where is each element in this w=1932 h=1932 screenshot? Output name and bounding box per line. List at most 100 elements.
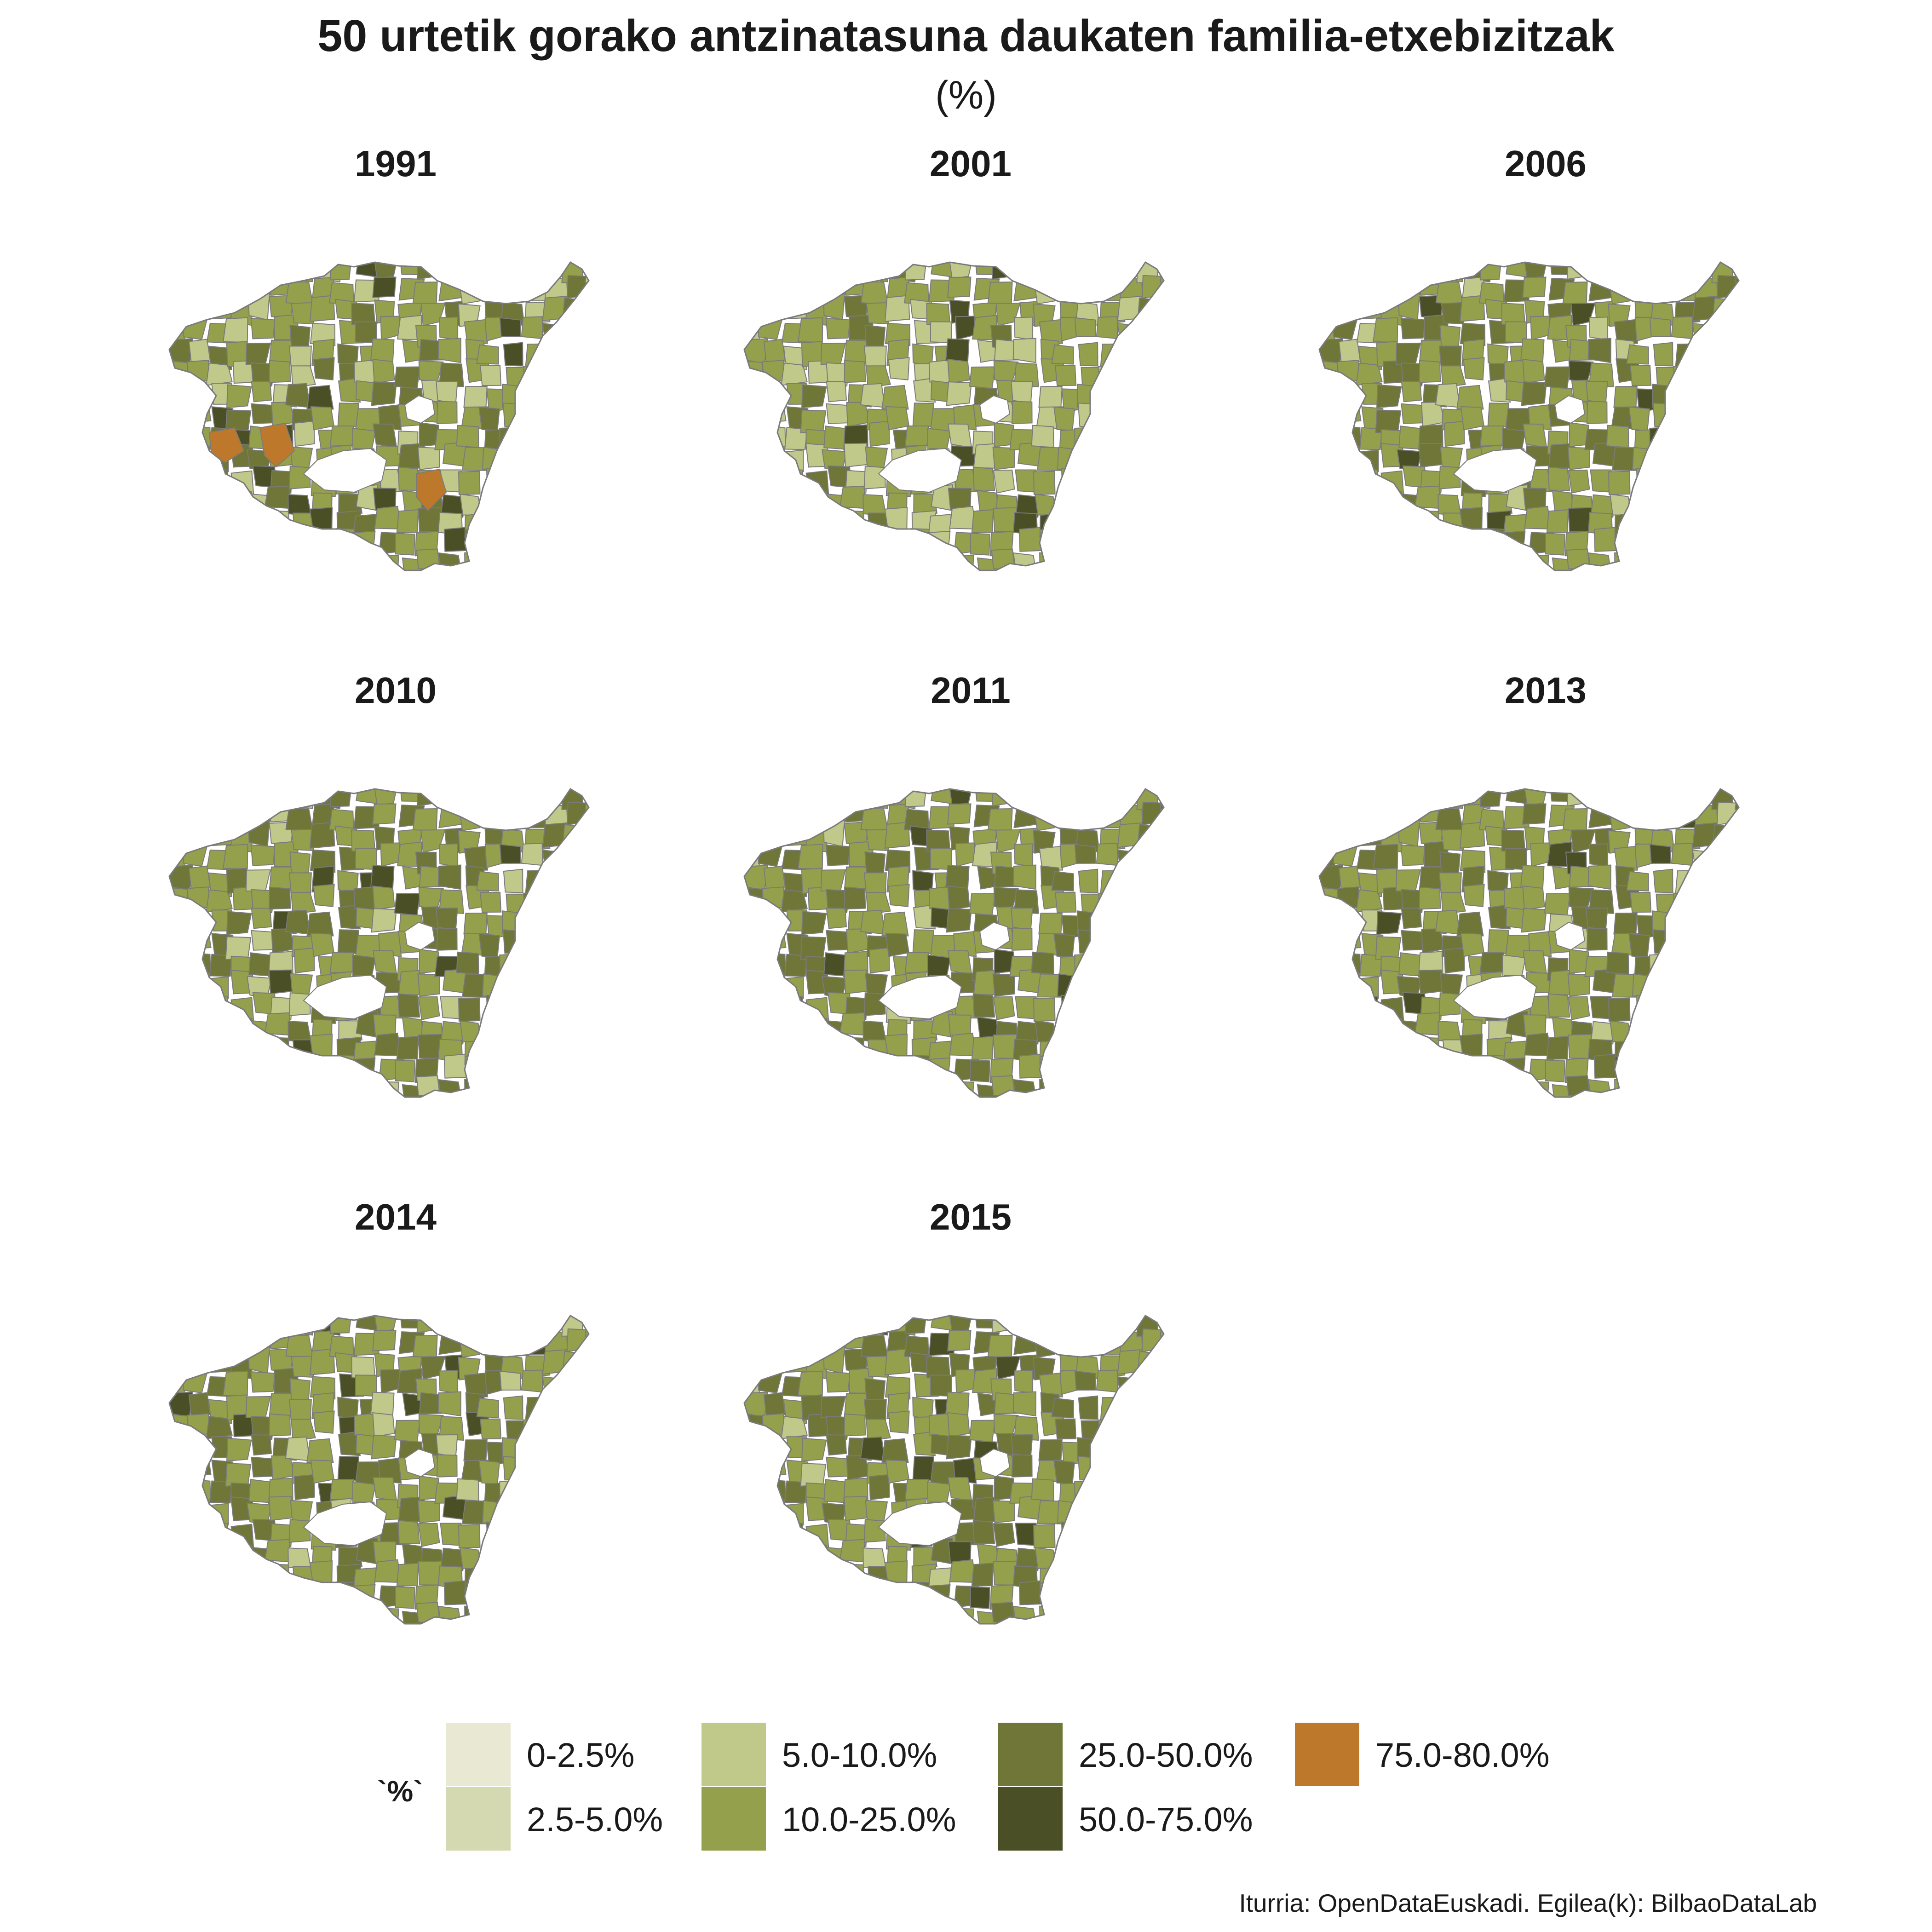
choropleth-map [1318,261,1765,571]
municipality [1719,513,1739,537]
municipality [863,466,886,489]
municipality [803,1608,828,1624]
municipality [763,1036,788,1064]
map-panel-2015: 2015 [695,1196,1247,1702]
map-gap [979,1448,1011,1478]
municipality [799,789,822,809]
municipality [1319,999,1338,1024]
municipality [329,426,355,447]
municipality [744,1413,764,1438]
municipality [499,505,520,532]
municipality [1651,1101,1674,1121]
map-panel-2011: 2011 [695,669,1247,1175]
municipality [1715,556,1737,570]
municipality [372,1412,395,1438]
municipality [1587,864,1611,890]
municipality [569,1566,589,1591]
municipality [839,1539,865,1563]
municipality [1144,532,1164,557]
municipality [1121,463,1141,490]
municipality [1075,1587,1102,1614]
municipality [1337,360,1360,383]
municipality [190,1646,210,1656]
municipality [1077,593,1096,603]
municipality [1054,1646,1075,1656]
municipality [890,576,915,599]
municipality [270,1627,291,1646]
municipality [1354,531,1374,558]
municipality [519,928,547,952]
choropleth-map [168,1314,631,1656]
municipality [223,274,247,300]
municipality [546,1517,566,1543]
municipality [565,556,587,570]
municipality [1319,1037,1341,1058]
municipality [1614,319,1639,344]
municipality [500,1525,524,1548]
municipality [826,403,849,424]
municipality [372,803,397,825]
municipality [252,1122,273,1129]
municipality [179,490,207,515]
municipality [1098,1419,1121,1444]
municipality [1733,911,1739,932]
municipality [1673,1098,1696,1119]
municipality [586,338,589,363]
municipality [845,1126,865,1129]
municipality [1076,1101,1099,1121]
municipality [1186,1398,1208,1422]
municipality [310,1586,334,1611]
municipality [1051,871,1074,891]
municipality [1319,1055,1343,1081]
municipality [607,1526,631,1549]
municipality [614,451,635,472]
municipality [1162,338,1164,363]
municipality [190,592,210,603]
municipality [567,1390,589,1416]
municipality [927,1481,951,1504]
municipality [1319,401,1334,428]
municipality [1180,424,1201,449]
municipality [1463,357,1485,380]
municipality [395,1628,420,1654]
municipality [1374,1059,1399,1082]
municipality [169,1055,193,1081]
municipality [1694,494,1718,519]
municipality [166,1098,188,1119]
municipality [1650,1060,1677,1087]
municipality [463,385,488,410]
municipality [1096,1013,1119,1035]
municipality [744,443,762,470]
municipality [1014,362,1039,388]
municipality [1717,863,1739,890]
municipality [945,338,970,363]
municipality [582,1565,589,1589]
municipality [188,510,213,537]
municipality [1757,825,1778,845]
municipality [394,893,421,916]
municipality [1549,1118,1573,1129]
municipality [1122,533,1147,560]
municipality [436,908,458,932]
municipality [1741,535,1765,558]
source-caption: Iturria: OpenDataEuskadi. Egilea(k): Bil… [1239,1889,1817,1917]
municipality [778,552,800,570]
municipality [1586,401,1608,424]
municipality [541,1420,568,1443]
municipality [224,1059,249,1082]
choropleth-map [1318,788,1778,1129]
municipality [351,571,377,593]
municipality [169,1353,194,1378]
municipality [1186,514,1207,534]
municipality [826,908,847,929]
municipality [588,1519,589,1544]
municipality [1096,1563,1121,1591]
municipality [351,593,375,603]
municipality [843,510,865,534]
municipality [1443,420,1465,447]
municipality [1715,1082,1737,1097]
municipality [352,428,376,450]
municipality [224,532,249,555]
municipality [605,950,626,976]
municipality [439,889,464,914]
